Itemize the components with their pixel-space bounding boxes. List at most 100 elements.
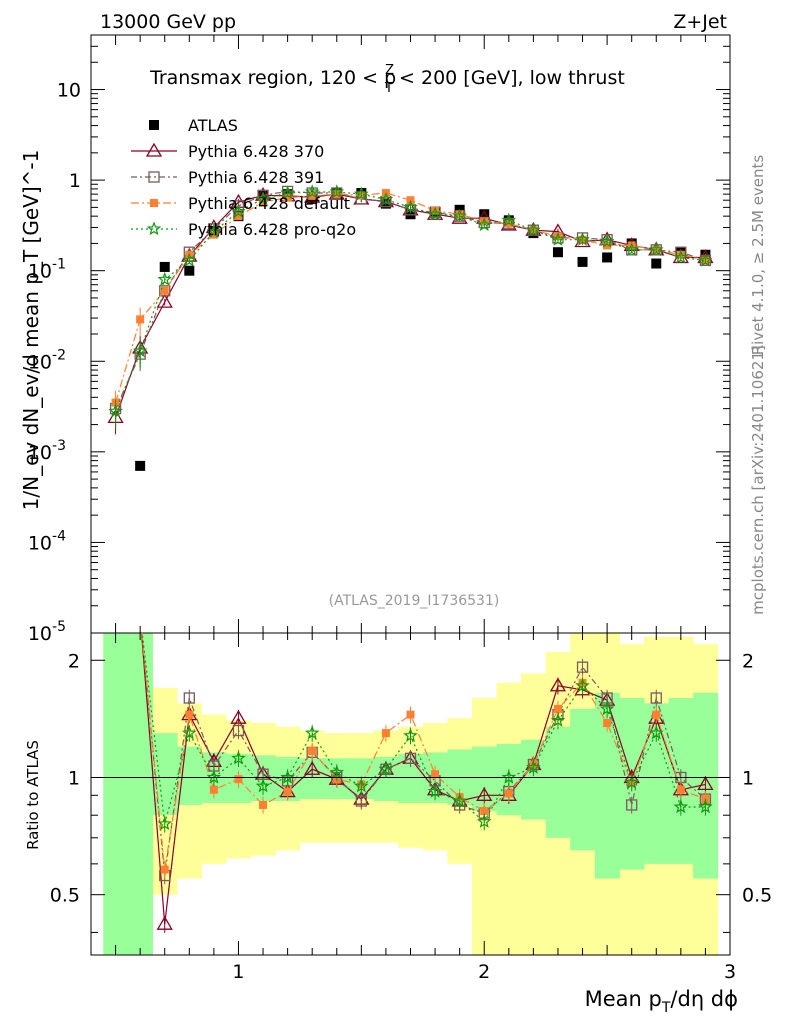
ratio-x-tick-label: 2 [478,961,490,983]
ratio-point-pdefault [234,775,243,784]
data-point-pdefault [308,191,317,200]
mcplots-text: mcplots.cern.ch [arXiv:2401.10621] [749,345,767,615]
ratio-point-pdefault [381,729,390,738]
data-point-atlas [602,252,613,263]
ratio-point-p370 [476,787,493,801]
ratio-point-pq2o [304,725,320,740]
data-point-pq2o [231,203,246,218]
ratio-uncertainty-bands [103,633,719,955]
ratio-point-pq2o [157,816,172,831]
ratio-point-p370 [156,915,173,930]
ratio-point-pdefault [209,785,218,794]
data-point-atlas [651,258,662,269]
band-outer-bin [496,682,522,955]
ratio-point-pdefault [504,789,513,798]
data-point-pq2o [427,206,443,221]
ratio-y-tick-label: 2 [68,650,80,672]
data-point-pq2o [182,252,197,267]
data-point-pdefault [234,212,243,221]
data-point-atlas [135,460,146,471]
main-y-tick-label: 10-4 [28,528,66,554]
ratio-point-pq2o [673,799,689,814]
ratio-point-pq2o [476,814,492,828]
legend-marker-pq2o [146,221,162,236]
main-y-tick-label: 10-2 [28,347,66,373]
ratio-point-pq2o [550,712,566,727]
ratio-point-p391 [650,692,662,704]
main-y-tick-labels: 10 1 10-1 10-2 10-3 10-4 10-5 [28,80,81,645]
data-point-pq2o [280,185,295,200]
data-point-pq2o [132,343,148,358]
analysis-watermark: (ATLAS_2019_I1736531) [329,593,500,609]
data-point-pq2o [599,233,615,248]
data-point-pq2o [255,191,271,206]
ratio-point-pdefault [676,785,685,794]
ratio-point-pq2o [354,778,369,793]
band-inner-bin [152,733,178,816]
data-point-pq2o [501,212,517,227]
main-y-tick-label: 10-1 [28,257,66,283]
ratio-point-pq2o [427,783,443,798]
ratio-point-p370 [133,609,147,621]
data-point-pq2o [476,217,492,232]
ratio-series-pq2o [134,610,713,833]
data-point-pq2o [624,242,639,257]
legend-label-pdefault: Pythia 6.428 default [188,194,350,213]
band-inner-bin [127,633,153,955]
ratio-point-pq2o [134,610,146,621]
legend-label-p391: Pythia 6.428 391 [188,168,324,187]
ratio-point-p370 [549,677,567,692]
data-point-pq2o [550,232,566,246]
ratio-point-pq2o [378,761,394,776]
ratio-point-pdefault [259,800,268,809]
data-point-pq2o [526,222,541,237]
main-y-tick-label: 1 [69,170,81,192]
ratio-point-pq2o [329,764,345,779]
main-plot-frame [90,34,731,634]
data-point-pq2o [575,232,590,246]
data-point-pdefault [136,315,145,324]
ratio-y-tick-label: 0.5 [50,885,80,907]
ratio-point-pdefault [406,710,415,719]
data-point-pq2o [329,184,345,199]
ratio-point-pq2o [501,769,517,784]
ratio-point-pq2o [624,774,639,789]
data-point-pq2o [108,403,123,418]
ratio-point-pq2o [280,769,295,784]
data-point-pq2o [354,186,369,201]
data-point-atlas [479,209,490,220]
series-atlas [135,188,711,471]
ratio-y-tick-label: 1 [68,767,80,789]
data-point-pdefault [504,219,513,228]
main-y-tick-label: 10-3 [28,438,66,464]
ratio-point-pq2o [452,793,467,808]
ratio-point-p370 [697,776,714,791]
data-point-pq2o [403,199,418,214]
ratio-y-label: Ratio to ATLAS [24,740,42,850]
ratio-point-pq2o [231,750,246,765]
ratio-point-pq2o [649,725,664,740]
data-point-atlas [552,247,563,258]
ratio-point-pdefault [652,710,661,719]
header-right: Z+Jet [673,11,727,33]
x-axis-label: Mean pT/dη dϕ [585,987,738,1016]
data-point-pdefault [160,286,169,295]
data-point-pdefault [553,232,562,241]
header-left: 13000 GeV pp [100,11,236,33]
data-point-pq2o [378,191,394,206]
ratio-y-tick-label-right: 2 [742,650,754,672]
ratio-point-pdefault [308,746,317,755]
ratio-point-pq2o [206,769,222,784]
ratio-point-p391 [576,661,589,673]
ratio-point-p391 [135,611,145,621]
data-point-atlas [184,265,195,276]
ratio-line-p391 [141,633,706,876]
main-y-tick-label: 10-5 [28,619,66,645]
main-series-layer [107,184,714,471]
ratio-x-tick-labels: 1 2 3 [232,961,736,983]
series-pq2o [108,184,713,429]
legend: ATLAS Pythia 6.428 370 Pythia 6.428 391 Pyt… [131,116,356,239]
ratio-point-p391 [626,799,638,811]
data-point-pq2o [206,223,222,238]
ratio-point-pdefault [480,807,489,816]
